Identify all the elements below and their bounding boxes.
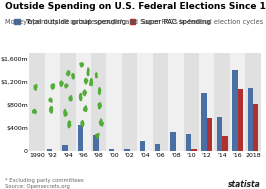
Bar: [76, 53, 91, 151]
Polygon shape: [81, 121, 84, 127]
Bar: [230, 53, 245, 151]
Bar: [109, 149, 114, 151]
Bar: [60, 53, 76, 151]
Polygon shape: [60, 81, 63, 87]
Bar: [222, 136, 227, 151]
Bar: [245, 53, 261, 151]
Bar: [191, 149, 197, 151]
Bar: [207, 118, 212, 151]
Polygon shape: [80, 93, 82, 101]
Polygon shape: [90, 78, 93, 85]
Bar: [186, 134, 191, 151]
Polygon shape: [84, 78, 88, 84]
Bar: [29, 53, 45, 151]
Polygon shape: [68, 121, 71, 128]
Polygon shape: [98, 103, 101, 109]
Bar: [63, 145, 68, 151]
Bar: [45, 53, 60, 151]
Bar: [184, 53, 199, 151]
Polygon shape: [64, 109, 67, 116]
Text: Money spent by all outside groups* and Super PACs in federal election cycles: Money spent by all outside groups* and S…: [5, 19, 264, 25]
Polygon shape: [34, 84, 37, 90]
Polygon shape: [33, 109, 36, 114]
Polygon shape: [84, 105, 87, 112]
Bar: [253, 104, 258, 151]
Bar: [248, 88, 253, 151]
Bar: [137, 53, 153, 151]
Bar: [122, 53, 137, 151]
Bar: [199, 53, 214, 151]
Text: Outside Spending on U.S. Federal Elections Since 1990: Outside Spending on U.S. Federal Electio…: [5, 2, 266, 11]
Polygon shape: [83, 90, 87, 96]
Text: statista: statista: [228, 180, 261, 189]
Bar: [232, 70, 238, 151]
Polygon shape: [98, 88, 101, 95]
Bar: [214, 53, 230, 151]
Bar: [155, 144, 160, 151]
Bar: [238, 89, 243, 151]
Bar: [91, 53, 106, 151]
Bar: [217, 116, 222, 151]
Bar: [201, 93, 207, 151]
Bar: [124, 149, 130, 151]
Polygon shape: [72, 74, 74, 79]
Polygon shape: [69, 95, 72, 101]
Polygon shape: [87, 68, 89, 76]
Polygon shape: [66, 71, 70, 76]
Bar: [168, 53, 184, 151]
Bar: [140, 141, 145, 151]
Legend: Total outside group spending, Super PAC spending: Total outside group spending, Super PAC …: [14, 19, 211, 25]
Polygon shape: [65, 84, 68, 88]
Polygon shape: [95, 133, 99, 138]
Polygon shape: [51, 84, 55, 89]
Polygon shape: [49, 98, 52, 102]
Polygon shape: [99, 119, 104, 126]
Polygon shape: [95, 73, 97, 78]
Polygon shape: [80, 63, 84, 67]
Bar: [153, 53, 168, 151]
Bar: [106, 53, 122, 151]
Bar: [93, 135, 99, 151]
Polygon shape: [50, 107, 53, 113]
Text: * Excluding party committees
Source: Opensecrets.org: * Excluding party committees Source: Ope…: [5, 178, 84, 189]
Bar: [78, 125, 83, 151]
Bar: [47, 149, 52, 151]
Bar: [171, 132, 176, 151]
